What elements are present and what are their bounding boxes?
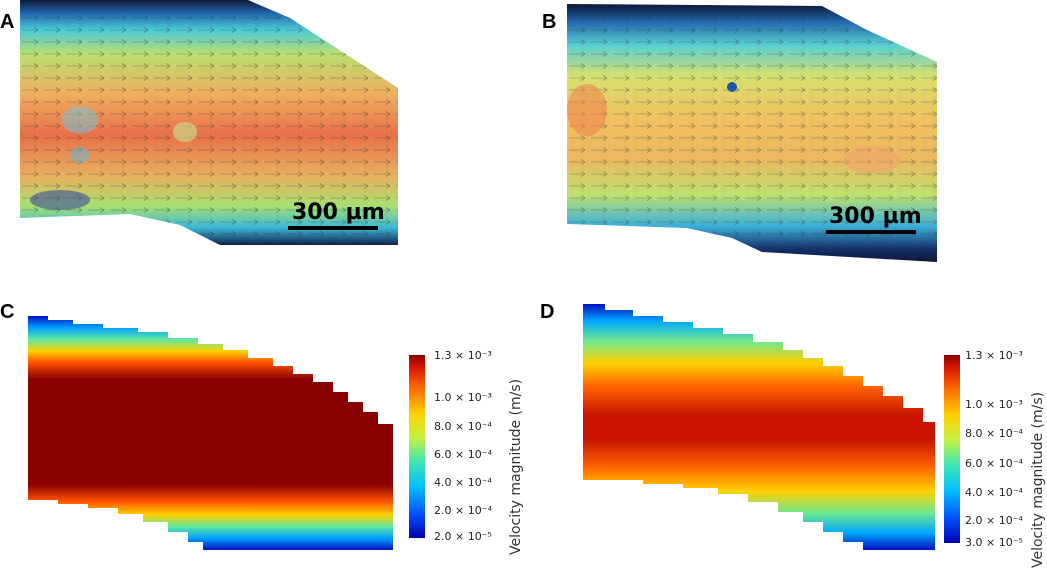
panel-a-scale-bar-label: 300 µm <box>292 200 385 225</box>
panel-c-colorbar-tick: 1.3 × 10⁻³ <box>434 349 492 362</box>
panel-d-colorbar-tick: 6.0 × 10⁻⁴ <box>965 457 1023 470</box>
panel-d-colorbar-tick: 8.0 × 10⁻⁴ <box>965 427 1023 440</box>
panel-a-label: A <box>0 11 15 33</box>
panel-c-colorbar-tick: 2.0 × 10⁻⁴ <box>434 504 492 517</box>
panel-d-colorbar-tick: 3.0 × 10⁻⁵ <box>965 536 1023 549</box>
panel-c-simulation-field <box>28 316 393 550</box>
panel-d-simulation-field <box>583 304 935 550</box>
panel-c-colorbar-tick: 8.0 × 10⁻⁴ <box>434 420 492 433</box>
panel-b-scale-bar-label: 300 µm <box>829 204 922 229</box>
panel-d-colorbar-tick: 2.0 × 10⁻⁴ <box>965 514 1023 527</box>
panel-c-colorbar-title: Velocity magnitude (m/s) <box>508 378 524 555</box>
panel-d-colorbar-tick: 1.3 × 10⁻³ <box>965 349 1023 362</box>
panel-b-scale-bar <box>826 230 916 234</box>
panel-c-colorbar-tick: 1.0 × 10⁻³ <box>434 391 492 404</box>
panel-d-label: D <box>540 301 555 323</box>
panel-d-colorbar-title: Velocity magnitude (m/s) <box>1030 391 1046 568</box>
panel-c-colorbar-tick: 4.0 × 10⁻⁴ <box>434 476 492 489</box>
panel-c-colorbar <box>409 355 425 538</box>
panel-a-velocity-field <box>20 0 398 245</box>
panel-c-colorbar-tick: 2.0 × 10⁻⁵ <box>434 530 492 543</box>
panel-b-velocity-field <box>567 4 937 262</box>
panel-d-colorbar-tick: 1.0 × 10⁻³ <box>965 398 1023 411</box>
panel-a-scale-bar <box>288 226 378 230</box>
panel-c-colorbar-tick: 6.0 × 10⁻⁴ <box>434 448 492 461</box>
panel-c-label: C <box>0 301 15 323</box>
panel-b-label: B <box>542 11 557 33</box>
panel-d-colorbar-tick: 4.0 × 10⁻⁴ <box>965 486 1023 499</box>
panel-d-colorbar <box>944 355 960 543</box>
